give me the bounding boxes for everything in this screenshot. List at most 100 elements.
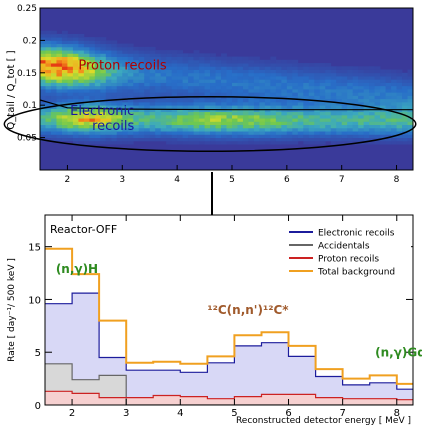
heatmap-cell (50, 43, 57, 48)
heatmap-cell (105, 40, 112, 45)
heatmap-cell (380, 127, 386, 132)
heatmap-cell (259, 63, 266, 67)
heatmap-cell (138, 118, 145, 122)
heatmap-cell (264, 69, 271, 74)
heatmap-cell (83, 63, 90, 67)
heatmap-cell (242, 98, 249, 103)
heatmap-cell (94, 111, 101, 116)
heatmap-cell (402, 79, 408, 83)
heatmap-cell (363, 92, 370, 96)
heatmap-cell (292, 63, 299, 67)
heatmap-cell (149, 121, 156, 126)
heatmap-cell (286, 72, 293, 77)
heatmap-cell (193, 89, 200, 93)
heatmap-cell (396, 118, 403, 122)
heatmap-cell (67, 108, 74, 113)
heatmap-cell (89, 98, 96, 103)
heatmap-cell (50, 56, 57, 61)
heatmap-cell (292, 72, 299, 77)
heatmap-cell (94, 89, 101, 93)
heatmap-cell (138, 127, 145, 132)
heatmap-cell (133, 89, 140, 93)
heatmap-cell (396, 105, 403, 109)
heatmap-cell (78, 40, 85, 45)
heatmap-cell (281, 59, 288, 64)
heatmap-cell (133, 85, 140, 90)
heatmap-cell (138, 108, 145, 113)
heatmap-cell (237, 114, 244, 119)
heatmap-cell (204, 92, 211, 96)
heatmap-cell (171, 66, 178, 70)
heatmap-cell (325, 66, 332, 70)
heatmap-cell (105, 92, 112, 96)
heatmap-cell (188, 69, 194, 74)
heatmap-cell (292, 92, 299, 96)
heatmap-cell (72, 127, 79, 132)
heatmap-cell (259, 101, 266, 106)
heatmap-cell (336, 82, 343, 87)
heatmap-cell (286, 76, 293, 80)
y-tick-label: 10 (28, 295, 41, 306)
heatmap-cell (319, 89, 326, 93)
heatmap-cell (215, 121, 222, 126)
heatmap-cell (226, 114, 233, 119)
heatmap-cell (182, 140, 189, 145)
fill-proton-recoils (45, 391, 413, 405)
heatmap-cell (160, 85, 167, 90)
heatmap-cell (352, 72, 359, 77)
heatmap-cell (193, 127, 200, 132)
heatmap-cell (363, 137, 370, 142)
heatmap-cell (292, 66, 299, 70)
heatmap-cell (374, 118, 381, 122)
heatmap-cell (40, 33, 46, 38)
heatmap-cell (385, 134, 392, 138)
heatmap-cell (166, 85, 173, 90)
heatmap-cell (89, 92, 96, 96)
heatmap-cell (61, 40, 68, 45)
heatmap-cell (210, 69, 216, 74)
heatmap-cell (231, 114, 238, 119)
heatmap-cell (231, 66, 238, 70)
heatmap-cell (347, 76, 354, 80)
heatmap-cell (100, 82, 107, 87)
heatmap-cell (347, 131, 354, 135)
heatmap-cell (226, 105, 233, 109)
heatmap-cell (193, 76, 200, 80)
heatmap-cell (253, 66, 260, 70)
heatmap-cell (105, 59, 112, 64)
heatmap-cell (314, 92, 321, 96)
heatmap-cell (325, 89, 332, 93)
heatmap-cell (138, 134, 145, 138)
heatmap-cell (122, 46, 129, 51)
heatmap-cell (242, 66, 249, 70)
heatmap-cell (171, 89, 178, 93)
heatmap-cell (177, 134, 184, 138)
heatmap-cell (407, 118, 413, 122)
heatmap-cell (286, 59, 293, 64)
heatmap-cell (138, 92, 145, 96)
heatmap-cell (237, 63, 244, 67)
heatmap-cell (83, 98, 90, 103)
heatmap-cell (100, 131, 107, 135)
heatmap-cell (369, 69, 376, 74)
heatmap-cell (352, 134, 359, 138)
heatmap-cell (61, 85, 68, 90)
heatmap-cell (144, 63, 151, 67)
heatmap-cell (341, 72, 348, 77)
heatmap-cell (111, 76, 118, 80)
heatmap-cell (45, 59, 52, 64)
heatmap-cell (363, 76, 370, 80)
heatmap-cell (341, 131, 348, 135)
heatmap-cell (264, 105, 271, 109)
heatmap-cell (105, 72, 112, 77)
heatmap-cell (242, 79, 249, 83)
heatmap-cell (89, 89, 96, 93)
heatmap-cell (407, 105, 413, 109)
heatmap-cell (330, 137, 337, 142)
heatmap-cell (171, 118, 178, 122)
heatmap-cell (50, 69, 57, 74)
heatmap-cell (89, 118, 96, 122)
heatmap-cell (122, 63, 129, 67)
